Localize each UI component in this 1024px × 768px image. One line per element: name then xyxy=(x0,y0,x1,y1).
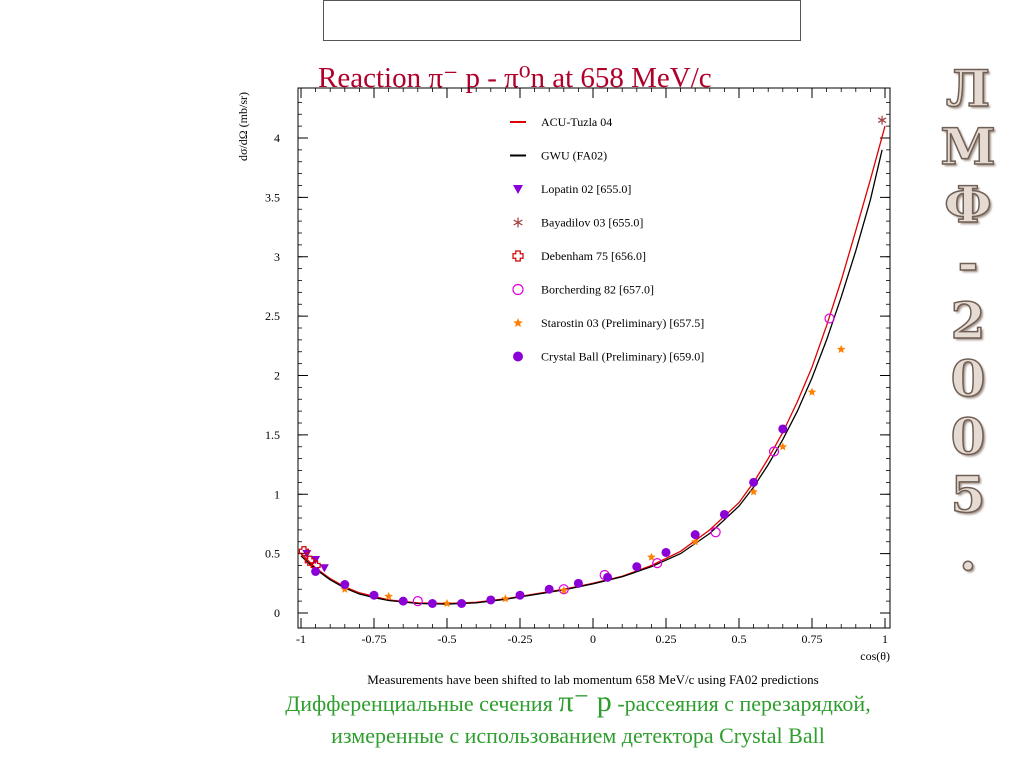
data-point xyxy=(558,584,569,595)
data-point xyxy=(661,547,671,557)
y-tick-label: 1 xyxy=(274,487,280,501)
x-tick-label: -0.75 xyxy=(362,632,387,646)
top-blank-box xyxy=(323,0,801,41)
data-point xyxy=(807,387,817,396)
y-axis-label: dσ/dΩ (mb/sr) xyxy=(236,92,250,161)
data-point xyxy=(398,596,408,606)
data-point xyxy=(573,578,583,588)
data-point xyxy=(690,537,700,546)
legend-label: Bayadilov 03 [655.0] xyxy=(541,216,643,230)
side-letter: 0 xyxy=(950,407,986,467)
legend-marker xyxy=(513,185,523,194)
y-tick-label: 2.5 xyxy=(265,309,280,323)
data-point xyxy=(824,313,835,324)
legend-marker xyxy=(512,283,524,296)
data-point xyxy=(486,595,496,605)
legend-label: Crystal Ball (Preliminary) [659.0] xyxy=(541,350,704,364)
marker-stroke xyxy=(513,219,523,226)
curve-acu-tuzla-04 xyxy=(300,125,886,605)
data-point xyxy=(412,596,423,607)
side-letter: М xyxy=(940,117,997,177)
data-point xyxy=(544,584,554,594)
data-point xyxy=(457,599,467,608)
data-point xyxy=(768,446,780,457)
data-point xyxy=(369,590,379,600)
data-point xyxy=(340,580,350,589)
y-tick-label: 4 xyxy=(274,131,280,145)
y-tick-label: 2 xyxy=(274,369,280,383)
data-point xyxy=(652,558,663,569)
curve-gwu-fa02- xyxy=(300,149,883,605)
caption-pi-p: π⁻ p xyxy=(558,685,612,718)
data-point xyxy=(647,552,656,561)
data-point xyxy=(298,546,310,557)
side-letter: Ф xyxy=(944,175,993,235)
data-point xyxy=(427,599,437,608)
side-letter: . xyxy=(959,523,978,583)
data-point xyxy=(311,566,321,576)
data-point xyxy=(384,591,393,600)
x-tick-label: 0.75 xyxy=(802,632,823,646)
legend-marker xyxy=(513,318,523,327)
data-point xyxy=(877,115,887,125)
y-tick-label: 0.5 xyxy=(265,547,280,561)
shift-note: Measurements have been shifted to lab mo… xyxy=(367,672,818,687)
caption-line2: измеренные с использованием детектора Cr… xyxy=(331,723,825,748)
data-point xyxy=(690,530,700,540)
data-point xyxy=(603,572,613,582)
legend-marker xyxy=(513,217,523,228)
legend-marker xyxy=(512,250,524,262)
y-tick-label: 0 xyxy=(274,606,280,620)
caption: Дифференциальные сечения π⁻ p -рассеяния… xyxy=(200,686,956,752)
x-tick-label: 0 xyxy=(590,632,596,646)
data-point xyxy=(749,477,759,487)
data-point xyxy=(559,585,569,595)
data-point xyxy=(442,599,452,608)
data-point xyxy=(710,527,721,538)
legend-marker xyxy=(513,351,523,362)
legend-label: GWU (FA02) xyxy=(541,149,607,163)
slide-title: Reaction π⁻ p - π⁰n at 658 MeV/c xyxy=(318,62,712,94)
x-axis-label: cos(θ) xyxy=(860,649,890,663)
data-point xyxy=(719,509,729,519)
legend-label: Borcherding 82 [657.0] xyxy=(541,283,654,297)
y-tick-label: 3.5 xyxy=(265,190,280,204)
legend-label: Starostin 03 (Preliminary) [657.5] xyxy=(541,316,704,330)
y-tick-label: 3 xyxy=(274,250,280,264)
side-letter: 0 xyxy=(950,349,986,409)
marker-stroke xyxy=(877,117,887,123)
data-point xyxy=(749,487,758,496)
x-tick-label: -0.25 xyxy=(508,632,533,646)
data-point xyxy=(836,344,846,353)
legend-label: Lopatin 02 [655.0] xyxy=(541,182,631,196)
side-letter: 5 xyxy=(950,465,986,525)
x-tick-label: 0.25 xyxy=(656,632,677,646)
data-point xyxy=(778,424,788,434)
x-tick-label: 1 xyxy=(882,632,888,646)
legend-label: Debenham 75 [656.0] xyxy=(541,249,646,263)
y-tick-label: 1.5 xyxy=(265,428,280,442)
caption-line1-a: Дифференциальные сечения xyxy=(285,691,559,716)
data-point xyxy=(501,594,510,603)
data-point xyxy=(632,562,642,572)
plot-frame xyxy=(297,87,891,629)
data-point xyxy=(302,550,312,559)
x-tick-label: -0.5 xyxy=(438,632,457,646)
side-letter: Л xyxy=(945,59,991,119)
data-point xyxy=(515,590,525,600)
x-tick-label: 0.5 xyxy=(732,632,747,646)
side-letter: 2 xyxy=(950,291,986,351)
data-point xyxy=(319,564,329,573)
data-point xyxy=(778,442,788,451)
data-point xyxy=(311,555,321,565)
legend-label: ACU-Tuzla 04 xyxy=(541,115,612,129)
side-letter: - xyxy=(957,233,979,293)
caption-line1-b: -рассеяния с перезарядкой, xyxy=(611,691,871,716)
x-tick-label: -1 xyxy=(296,632,306,646)
data-point xyxy=(304,555,315,566)
